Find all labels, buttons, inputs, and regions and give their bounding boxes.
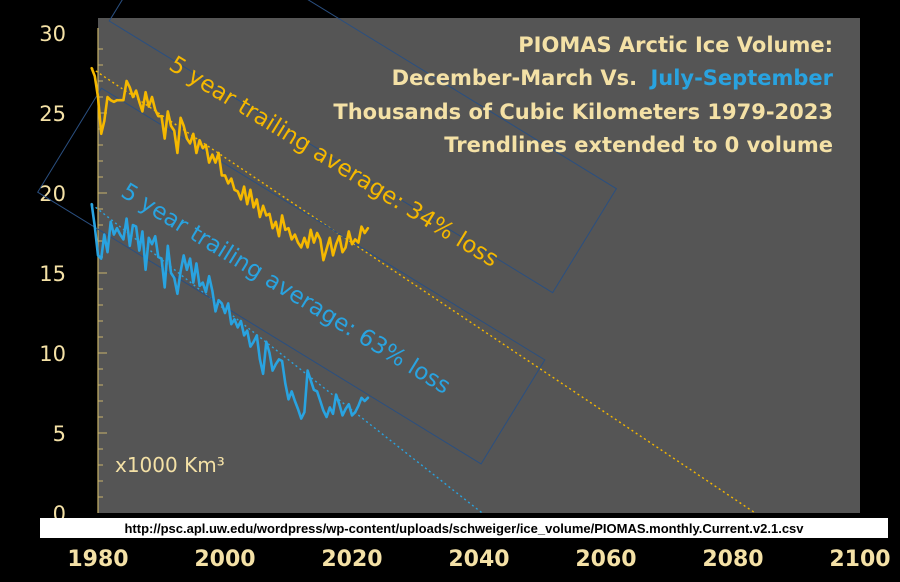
y-tick-label: 25 (39, 102, 66, 126)
x-tick-label: 2060 (575, 547, 636, 572)
annotation-box (108, 0, 618, 294)
title-line-1: PIOMAS Arctic Ice Volume: (518, 33, 833, 57)
annotation-box (37, 87, 546, 465)
source-url-background (40, 518, 888, 538)
y-tick-label: 20 (39, 182, 66, 206)
y-tick-label: 5 (53, 422, 66, 446)
x-tick-label: 2020 (321, 547, 382, 572)
series-line (90, 66, 370, 262)
plot-area (98, 18, 860, 513)
x-tick-label: 2000 (194, 547, 255, 572)
title-line-4: Trendlines extended to 0 volume (444, 133, 833, 157)
title-line-2: December-March Vs. July-September (392, 66, 834, 90)
x-tick-label: 2080 (702, 547, 763, 572)
x-tick-label: 2040 (448, 547, 509, 572)
title-winter-label: December-March Vs. (392, 66, 637, 90)
trendline (91, 67, 756, 514)
unit-label: x1000 Km³ (115, 453, 225, 477)
series-line (90, 202, 370, 420)
x-tick-labels: 1980 2000 2020 2040 2060 2080 2100 (67, 547, 890, 572)
y-tick-label: 30 (39, 22, 66, 46)
trendlines (91, 67, 756, 514)
title-summer-label: July-September (648, 66, 833, 90)
x-tick-label: 2100 (829, 547, 890, 572)
source-url: http://psc.apl.uw.edu/wordpress/wp-conte… (124, 521, 804, 536)
series-lines (90, 66, 370, 420)
y-tick-label: 10 (39, 342, 66, 366)
chart-title: PIOMAS Arctic Ice Volume: December-March… (333, 33, 833, 157)
y-tick-label: 15 (39, 262, 66, 286)
title-line-3: Thousands of Cubic Kilometers 1979-2023 (333, 100, 833, 124)
x-tick-label: 1980 (67, 547, 128, 572)
